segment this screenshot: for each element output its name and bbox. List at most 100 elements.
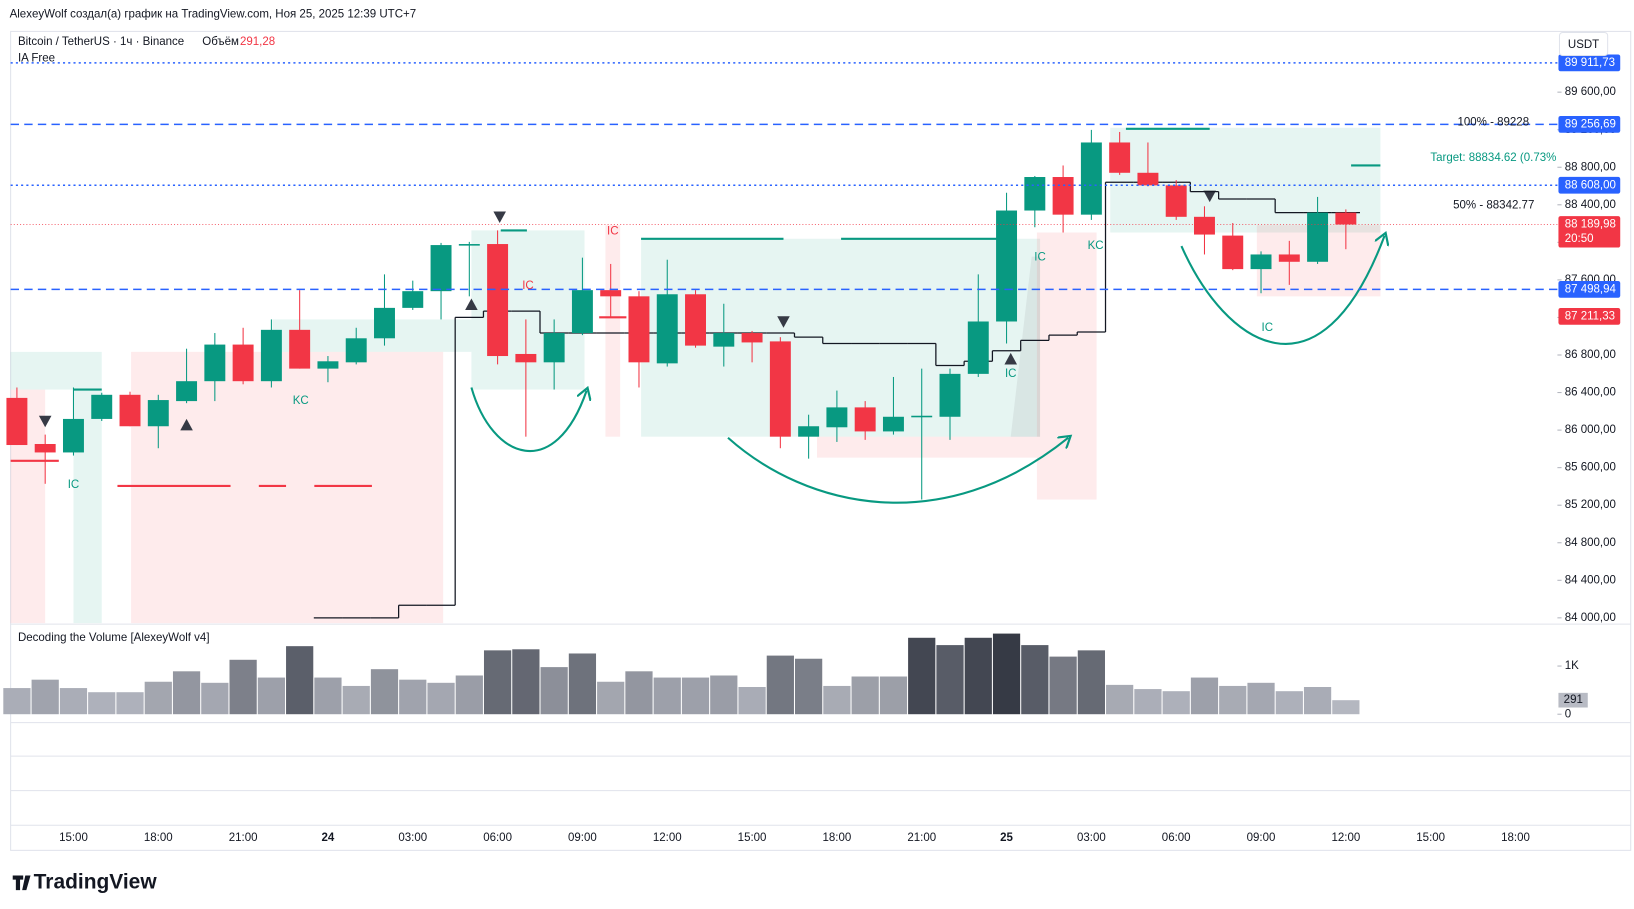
candle-body [345, 338, 367, 363]
x-tick-label: 18:00 [144, 832, 173, 844]
volume-bar [1077, 650, 1105, 715]
y-tick-label: 86 000,00 [1565, 424, 1616, 436]
x-tick-label: 12:00 [653, 832, 682, 844]
volume-label-box [1558, 692, 1588, 708]
plot: 84 000,00 84 400,00 84 800,00 85 200,00 85 6… [3, 54, 1621, 844]
volume-bar [1275, 691, 1303, 715]
volume-bar [116, 692, 144, 715]
y-tick-label: 84 800,00 [1565, 537, 1616, 549]
candle-body [600, 290, 622, 297]
candle-body [685, 294, 706, 346]
volume-bar [1219, 685, 1247, 715]
logo-mark [12, 875, 31, 891]
price-label-box [1558, 281, 1621, 298]
candle-body [769, 341, 791, 437]
currency-button[interactable] [1558, 31, 1609, 57]
volume-bar [1021, 645, 1049, 715]
candle-body [713, 333, 735, 347]
volume-bar [936, 645, 964, 715]
volume-bar [964, 637, 992, 715]
candle-body [147, 400, 169, 427]
x-tick-label: 15:00 [738, 832, 767, 844]
candle-body [1080, 142, 1102, 215]
candle-body [317, 361, 339, 369]
volume-bar [1134, 689, 1162, 715]
volume-bar [342, 685, 370, 715]
volume-bar [201, 682, 229, 715]
candle-body [260, 329, 282, 382]
volume-bar [1162, 691, 1190, 715]
volume-bar [3, 688, 31, 715]
x-tick-label: 18:00 [1501, 832, 1530, 844]
candle-body [967, 321, 989, 374]
x-tick-label: 03:00 [398, 832, 427, 844]
price-label: 89 256,69 [1565, 118, 1616, 130]
y-tick-label: 85 200,00 [1565, 499, 1616, 511]
x-tick-label: 18:00 [823, 832, 852, 844]
candle-body [996, 210, 1018, 322]
y-tick-label: 88 400,00 [1565, 199, 1616, 211]
volume-bar [144, 681, 172, 715]
levels [10, 127, 1381, 487]
y-tick-label: 85 600,00 [1565, 462, 1616, 474]
volume-bar [992, 633, 1021, 715]
volume-bar [879, 676, 908, 715]
candle-body [91, 394, 113, 419]
volume-bar [59, 688, 88, 715]
signal-label: KC [293, 395, 309, 407]
currency[interactable]: USDT [1568, 39, 1599, 51]
volume-bar [823, 685, 851, 715]
x-tick-label: 03:00 [1077, 832, 1106, 844]
volume-bar [795, 658, 823, 715]
candle-body [34, 443, 56, 453]
price-label: 88 189,98 [1565, 219, 1616, 231]
volume-bar [1303, 687, 1332, 715]
candle-body [1052, 177, 1074, 215]
x-tick-label: 21:00 [907, 832, 936, 844]
volume-bar [370, 669, 399, 715]
candle-body [458, 244, 480, 246]
volume-bar [229, 659, 257, 715]
volume-bar [483, 650, 512, 715]
volume-bar [172, 671, 201, 715]
volume-bar [399, 679, 427, 715]
volume-bar [1247, 682, 1275, 715]
candle-body [854, 407, 876, 432]
candle-body [1165, 185, 1187, 217]
price-label-box [1558, 116, 1621, 133]
x-tick-label: 24 [322, 832, 335, 844]
volume-bar [766, 655, 794, 715]
x-tick-label: 09:00 [1247, 832, 1276, 844]
candle-body [487, 244, 509, 357]
volume-bar [1049, 656, 1077, 715]
candle-body [289, 329, 311, 369]
candle-body [1278, 254, 1300, 262]
candle-body [656, 294, 678, 364]
volume-bar [540, 667, 568, 715]
candle-body [911, 415, 933, 418]
neutral-zone [1010, 256, 1041, 437]
signal-label: IC [1034, 252, 1046, 264]
x-tick-label: 06:00 [1162, 832, 1191, 844]
volume-name: Объём [202, 36, 239, 48]
candle-body [62, 418, 84, 453]
y-tick-label: 86 800,00 [1565, 349, 1616, 361]
annotation: Target: 88834.62 (0.73% [1430, 152, 1556, 164]
symbol: Bitcoin / TetherUS · 1ч · Binance [18, 36, 184, 48]
price-label: 89 911,73 [1565, 57, 1615, 69]
candle-body [6, 397, 28, 446]
candle-body [1194, 216, 1215, 235]
candle-body [1335, 212, 1357, 225]
candle-body [543, 333, 565, 363]
candle-body [1250, 254, 1272, 270]
volume-bar [286, 646, 314, 715]
candle-body [430, 245, 452, 292]
x-tick-label: 15:00 [1416, 832, 1445, 844]
candle-body [1109, 142, 1131, 173]
pattern-arcs [470, 236, 1384, 504]
volume-bar [31, 679, 59, 715]
volume-tick-label: 1K [1565, 660, 1579, 672]
candle-body [826, 407, 848, 428]
price-label-box [1558, 308, 1621, 325]
